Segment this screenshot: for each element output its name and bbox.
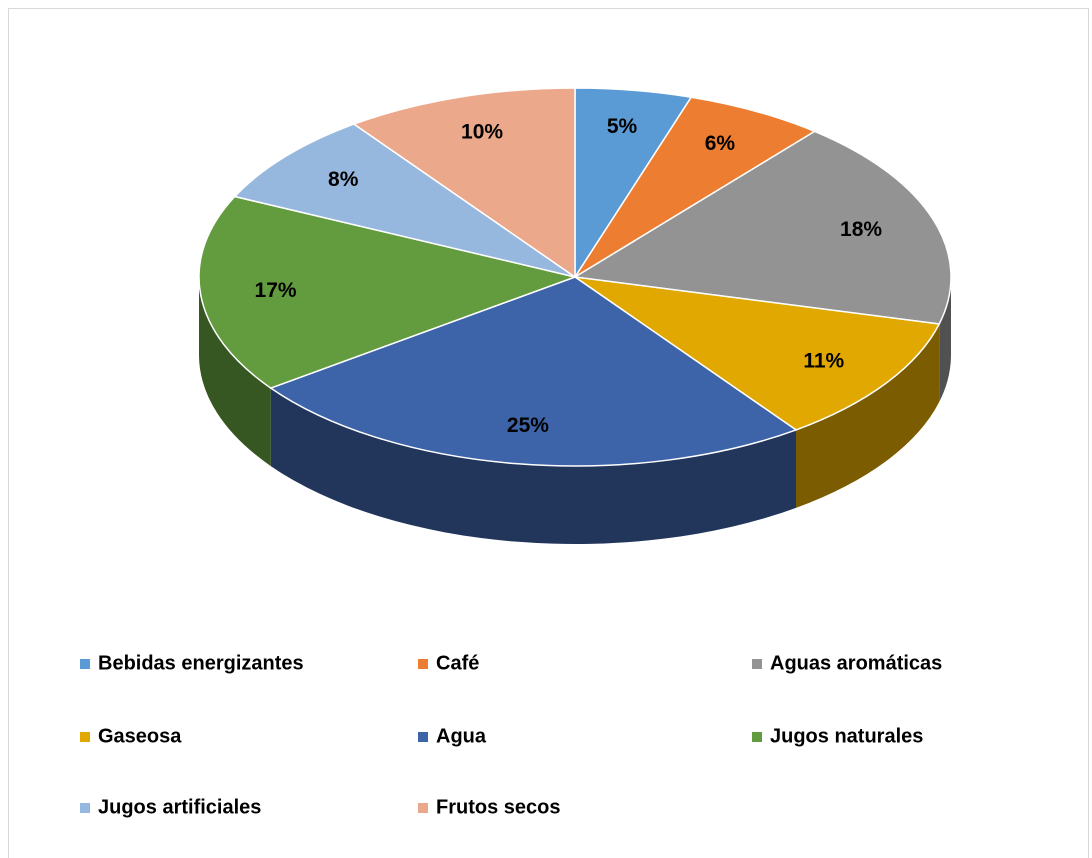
legend-swatch	[418, 803, 428, 813]
data-label: 10%	[461, 121, 503, 144]
legend-swatch	[80, 803, 90, 813]
legend-label: Jugos artificiales	[98, 796, 261, 818]
data-label: 6%	[705, 132, 736, 155]
data-label: 11%	[803, 350, 844, 373]
data-label: 17%	[255, 279, 297, 302]
slice	[572, 130, 952, 325]
legend-label: Aguas aromáticas	[770, 652, 942, 674]
legend-swatch	[80, 732, 90, 742]
legend-swatch	[80, 659, 90, 669]
slice-side	[939, 277, 951, 403]
legend-swatch	[418, 659, 428, 669]
data-label: 8%	[328, 168, 359, 191]
legend-label: Agua	[436, 725, 487, 747]
legend-label: Bebidas energizantes	[98, 652, 304, 674]
legend-label: Frutos secos	[436, 796, 560, 818]
slice	[233, 123, 576, 278]
data-label: 18%	[840, 218, 882, 241]
legend-label: Café	[436, 652, 479, 674]
data-label: 25%	[507, 414, 549, 437]
data-label: 5%	[607, 115, 638, 138]
slice	[352, 87, 576, 279]
slice	[574, 276, 941, 431]
slice-side	[270, 388, 797, 544]
slice	[574, 96, 817, 278]
legend-swatch	[752, 732, 762, 742]
slice-side	[199, 277, 271, 467]
slice	[198, 195, 578, 389]
legend-label: Jugos naturales	[770, 725, 923, 747]
legend-label: Gaseosa	[98, 725, 182, 747]
legend-swatch	[418, 732, 428, 742]
slice	[269, 276, 798, 467]
legend-swatch	[752, 659, 762, 669]
